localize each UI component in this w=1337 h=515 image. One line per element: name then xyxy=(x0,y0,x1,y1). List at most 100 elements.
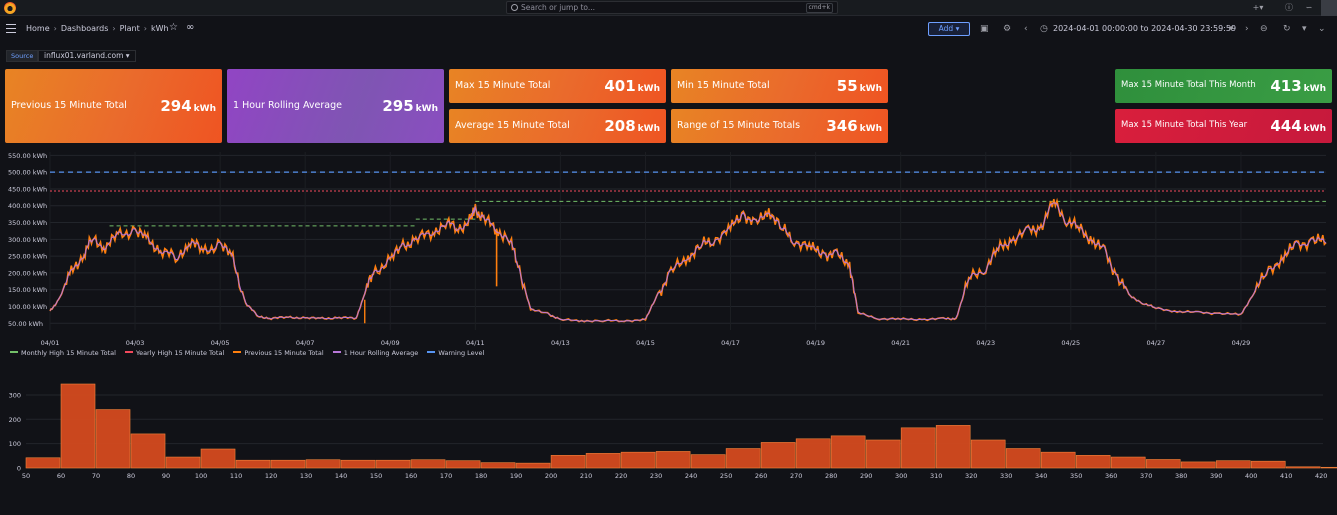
legend-yearly-high[interactable]: Yearly High 15 Minute Total xyxy=(124,349,224,357)
help-icon[interactable]: ⓘ xyxy=(1285,3,1293,12)
histogram-bar xyxy=(795,438,831,469)
legend-warning-level[interactable]: Warning Level xyxy=(427,349,484,357)
stat-value: 413 kWh xyxy=(1270,77,1326,95)
histogram-bar xyxy=(1110,456,1146,469)
legend-monthly-high[interactable]: Monthly High 15 Minute Total xyxy=(10,349,116,357)
stat-max-15-minute-total-this-month[interactable]: Max 15 Minute Total This Month 413 kWh xyxy=(1115,69,1332,103)
y-tick-label: 300.00 kWh xyxy=(8,236,47,244)
save-icon[interactable]: ▣ xyxy=(980,24,989,34)
y-tick-label: 100.00 kWh xyxy=(8,303,47,311)
x-tick-label: 120 xyxy=(265,472,277,480)
new-menu-button[interactable]: +▾ xyxy=(1252,3,1264,12)
collapse-icon[interactable]: ⌄ xyxy=(1318,24,1326,34)
x-tick-label: 180 xyxy=(475,472,487,480)
1-hour-rolling-average-series xyxy=(49,202,1327,322)
histogram-bar xyxy=(900,427,936,469)
kwh-histogram-chart[interactable]: 0 100 200 300 50 60 70 80 90 100 110 120 130 140 150 16… xyxy=(0,380,1337,485)
x-tick-label: 330 xyxy=(1000,472,1012,480)
x-tick-label: 04/19 xyxy=(806,339,825,346)
time-back-icon[interactable]: ‹ xyxy=(1024,24,1028,34)
x-tick-label: 04/29 xyxy=(1232,339,1251,346)
histogram-bar xyxy=(1040,451,1076,469)
stat-label: Max 15 Minute Total This Month xyxy=(1121,80,1256,90)
x-tick-label: 100 xyxy=(195,472,207,480)
stat-max-15-minute-total[interactable]: Max 15 Minute Total 401 kWh xyxy=(449,69,666,103)
zoom-out-icon[interactable]: ⊖ xyxy=(1260,24,1268,34)
y-tick-label: 200 xyxy=(9,416,21,424)
grafana-logo-icon[interactable] xyxy=(4,2,16,14)
histogram-bar xyxy=(515,462,551,469)
x-tick-label: 04/27 xyxy=(1146,339,1165,346)
stat-1-hour-rolling-average[interactable]: 1 Hour Rolling Average 295 kWh xyxy=(227,69,444,143)
legend-1-hour-rolling-average[interactable]: 1 Hour Rolling Average xyxy=(332,349,418,357)
breadcrumb-dashboards[interactable]: Dashboards xyxy=(60,24,109,33)
histogram-bar xyxy=(1320,466,1337,469)
stat-label: Max 15 Minute Total xyxy=(455,80,551,91)
y-tick-label: 350.00 kWh xyxy=(8,219,47,227)
x-tick-label: 60 xyxy=(57,472,65,480)
x-tick-label: 130 xyxy=(300,472,312,480)
y-tick-label: 100 xyxy=(9,440,21,448)
y-tick-label: 200.00 kWh xyxy=(8,269,47,277)
legend-previous-15-minute-total[interactable]: Previous 15 Minute Total xyxy=(233,349,324,357)
stat-value: 444 kWh xyxy=(1270,117,1326,135)
time-range-chevron-icon[interactable]: ▾ xyxy=(1229,24,1234,34)
x-tick-label: 04/21 xyxy=(891,339,910,346)
breadcrumb-home[interactable]: Home xyxy=(26,24,50,33)
histogram-bar xyxy=(60,383,96,469)
settings-gear-icon[interactable]: ⚙ xyxy=(1003,24,1012,34)
histogram-bar xyxy=(725,448,761,469)
y-tick-label: 0 xyxy=(17,465,21,473)
stat-label: Average 15 Minute Total xyxy=(455,120,570,131)
x-tick-label: 90 xyxy=(162,472,170,480)
x-tick-label: 50 xyxy=(22,472,30,480)
x-tick-label: 140 xyxy=(335,472,347,480)
refresh-icon[interactable]: ↻ xyxy=(1283,24,1291,34)
breadcrumb-plant[interactable]: Plant xyxy=(119,24,140,33)
histogram-bar xyxy=(760,442,796,469)
stat-min-15-minute-total[interactable]: Min 15 Minute Total 55 kWh xyxy=(671,69,888,103)
histogram-bar xyxy=(690,454,726,469)
time-range-picker[interactable]: 2024-04-01 00:00:00 to 2024-04-30 23:59:… xyxy=(1053,24,1237,33)
add-button[interactable]: Add ▾ xyxy=(928,22,970,36)
x-tick-label: 220 xyxy=(615,472,627,480)
stat-value: 55 kWh xyxy=(836,77,882,95)
x-tick-label: 160 xyxy=(405,472,417,480)
stat-previous-15-minute-total[interactable]: Previous 15 Minute Total 294 kWh xyxy=(5,69,222,143)
x-tick-label: 04/03 xyxy=(126,339,145,346)
stat-max-15-minute-total-this-year[interactable]: Max 15 Minute Total This Year 444 kWh xyxy=(1115,109,1332,143)
source-variable-select[interactable]: influx01.varland.com ▾ xyxy=(38,50,136,62)
x-tick-label: 04/23 xyxy=(976,339,995,346)
stat-range-of-15-minute-totals[interactable]: Range of 15 Minute Totals 346 kWh xyxy=(671,109,888,143)
stat-value: 295 kWh xyxy=(382,97,438,115)
x-tick-label: 420 xyxy=(1315,472,1327,480)
y-tick-label: 50.00 kWh xyxy=(8,320,43,328)
x-tick-label: 310 xyxy=(930,472,942,480)
star-icon[interactable]: ☆ xyxy=(169,22,178,33)
x-tick-label: 210 xyxy=(580,472,592,480)
x-tick-label: 230 xyxy=(650,472,662,480)
rss-icon[interactable]: ∽ xyxy=(1305,3,1313,12)
y-tick-label: 500.00 kWh xyxy=(8,169,47,177)
histogram-bar xyxy=(1180,461,1216,469)
x-tick-label: 260 xyxy=(755,472,767,480)
histogram-bar xyxy=(830,435,866,469)
menu-toggle-icon[interactable] xyxy=(6,24,16,33)
histogram-bar xyxy=(165,456,201,469)
source-variable-label: Source xyxy=(6,50,39,62)
share-icon[interactable]: ∞ xyxy=(186,22,195,33)
x-tick-label: 04/11 xyxy=(466,339,485,346)
profile-avatar[interactable] xyxy=(1321,0,1337,16)
refresh-interval-chevron-icon[interactable]: ▾ xyxy=(1302,24,1307,34)
breadcrumb-kwh: kWh xyxy=(150,24,169,33)
stat-value: 294 kWh xyxy=(160,97,216,115)
histogram-bar xyxy=(585,453,621,469)
time-forward-icon[interactable]: › xyxy=(1245,24,1249,34)
x-tick-label: 70 xyxy=(92,472,100,480)
search-icon xyxy=(511,4,518,11)
kwh-time-series-chart[interactable]: 550.00 kWh 500.00 kWh 450.00 kWh 400.00 kWh… xyxy=(0,150,1337,346)
histogram-bar xyxy=(1250,460,1286,469)
search-input[interactable]: Search or jump to... cmd+k xyxy=(506,1,838,14)
stat-average-15-minute-total[interactable]: Average 15 Minute Total 208 kWh xyxy=(449,109,666,143)
histogram-bar xyxy=(655,451,691,469)
